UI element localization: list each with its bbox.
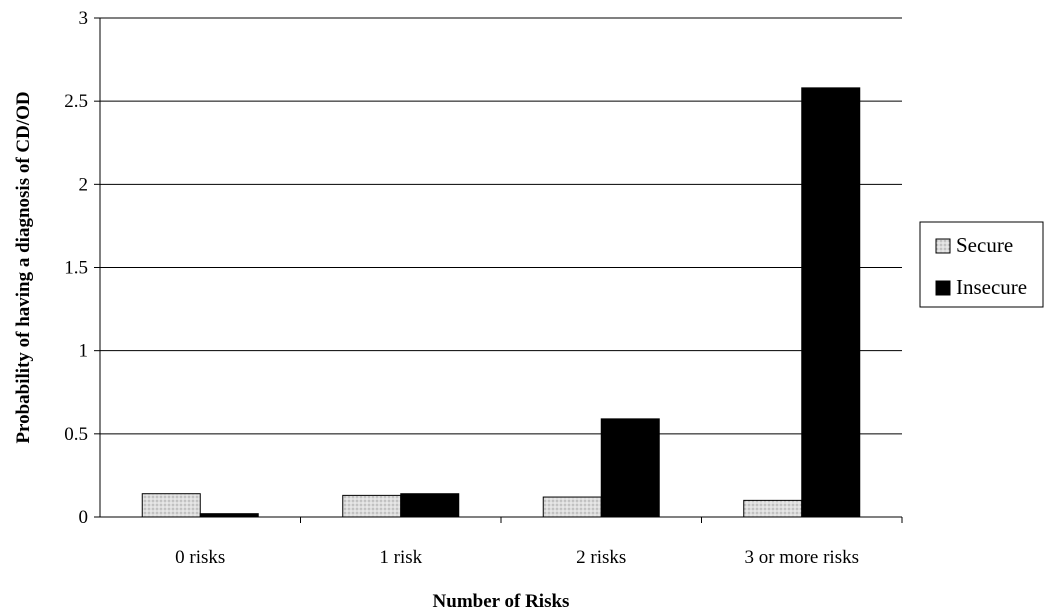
y-tick-label: 2.5 bbox=[64, 91, 88, 112]
secure-bar bbox=[342, 494, 402, 518]
y-tick-label: 0.5 bbox=[64, 424, 88, 445]
bars bbox=[141, 87, 861, 518]
y-tick-label: 2 bbox=[79, 174, 89, 195]
insecure-bar bbox=[801, 87, 861, 518]
insecure-legend-label: Insecure bbox=[956, 275, 1027, 299]
y-axis-title: Probability of having a diagnosis of CD/… bbox=[13, 91, 34, 443]
insecure-legend-swatch bbox=[935, 280, 951, 296]
x-axis-title: Number of Risks bbox=[433, 591, 570, 612]
insecure-bar bbox=[400, 493, 460, 518]
x-tick-label: 3 or more risks bbox=[744, 547, 859, 568]
y-tick-label: 1 bbox=[79, 341, 89, 362]
x-tick-label: 0 risks bbox=[175, 547, 225, 568]
axes bbox=[94, 17, 903, 523]
gridlines bbox=[100, 17, 902, 435]
x-tick-label: 2 risks bbox=[576, 547, 626, 568]
secure-bar bbox=[743, 499, 803, 518]
y-tick-label: 3 bbox=[79, 8, 89, 29]
x-tick-labels: 0 risks 1 risk 2 risks 3 or more risks bbox=[175, 547, 859, 568]
y-tick-label: 0 bbox=[79, 507, 89, 528]
y-tick-labels: 0 0.5 1 1.5 2 2.5 3 bbox=[64, 8, 88, 528]
secure-legend-label: Secure bbox=[956, 233, 1013, 257]
insecure-bar bbox=[600, 418, 660, 518]
secure-bar bbox=[542, 496, 602, 518]
secure-legend-swatch bbox=[935, 238, 951, 254]
x-tick-label: 1 risk bbox=[379, 547, 422, 568]
legend: Secure Insecure bbox=[919, 221, 1044, 308]
y-tick-label: 1.5 bbox=[64, 258, 88, 279]
secure-bar bbox=[141, 493, 201, 518]
